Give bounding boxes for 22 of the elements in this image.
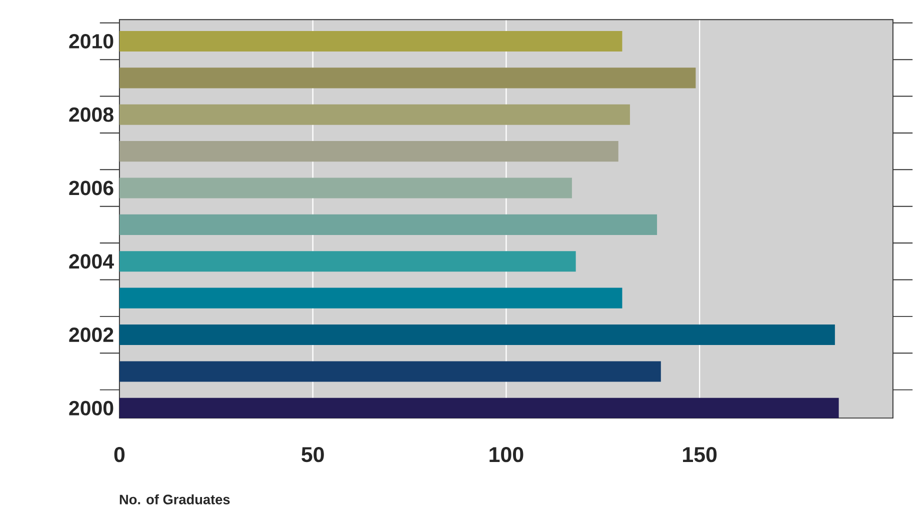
bar xyxy=(119,251,576,272)
bar xyxy=(119,30,622,52)
bar xyxy=(119,398,839,418)
y-tick-label: 2008 xyxy=(69,107,114,122)
x-tick-label: 0 xyxy=(114,446,125,462)
y-tick-label: 2010 xyxy=(69,34,114,48)
y-tick-label: 2000 xyxy=(69,400,114,416)
x-axis-title: No. of Graduates xyxy=(120,494,230,504)
x-tick-label: 100 xyxy=(490,446,524,462)
bar xyxy=(119,178,572,198)
x-tick-label: 50 xyxy=(302,446,324,462)
x-tick-label: 150 xyxy=(683,446,717,462)
bar xyxy=(119,68,696,88)
bar xyxy=(119,361,661,382)
y-tick-label: 2002 xyxy=(69,327,114,342)
bar xyxy=(119,214,658,235)
y-tick-label: 2004 xyxy=(69,254,114,269)
bar xyxy=(119,324,835,346)
y-tick-label: 2006 xyxy=(69,180,114,196)
bar xyxy=(119,141,618,162)
bar xyxy=(119,288,622,308)
bar xyxy=(119,104,630,125)
